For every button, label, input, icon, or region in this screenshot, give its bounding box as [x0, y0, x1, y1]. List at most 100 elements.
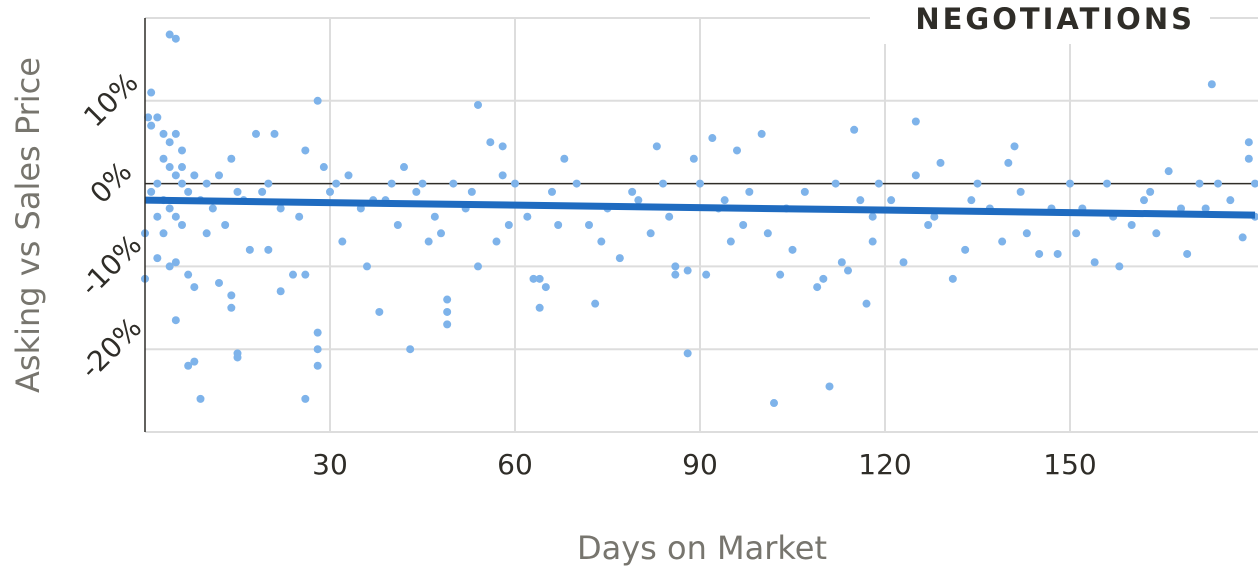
point — [548, 187, 556, 196]
point — [498, 171, 507, 180]
point — [868, 212, 877, 221]
point — [634, 196, 643, 205]
point — [492, 237, 501, 246]
point — [165, 163, 174, 172]
point — [1238, 233, 1247, 242]
point — [511, 179, 519, 188]
point — [825, 382, 834, 391]
point — [153, 254, 162, 263]
point — [165, 30, 174, 39]
point — [504, 221, 513, 229]
point — [227, 303, 236, 312]
x-tick-label: 30 — [312, 448, 348, 481]
point — [615, 254, 624, 263]
point — [184, 187, 193, 196]
point — [474, 262, 482, 271]
point — [424, 237, 433, 246]
point — [652, 142, 661, 151]
point — [295, 212, 304, 221]
point — [659, 179, 667, 188]
point — [529, 274, 538, 283]
point — [387, 179, 396, 188]
y-tick-label: 10% — [77, 66, 144, 133]
point — [430, 212, 439, 221]
point — [671, 270, 680, 279]
point — [178, 163, 186, 172]
point — [541, 283, 550, 292]
point — [418, 179, 427, 188]
point — [696, 179, 704, 188]
point — [467, 187, 476, 196]
point — [591, 299, 600, 308]
x-axis-label: Days on Market — [577, 529, 827, 567]
x-tick-label: 60 — [497, 448, 533, 481]
point — [363, 262, 371, 271]
point — [338, 237, 347, 246]
point — [708, 134, 717, 143]
point — [535, 303, 544, 312]
point — [437, 229, 445, 238]
point — [572, 179, 581, 188]
point — [597, 237, 606, 246]
point — [190, 357, 199, 366]
point — [763, 229, 772, 238]
point — [844, 266, 852, 275]
point — [1164, 167, 1173, 176]
point — [233, 187, 242, 196]
point — [720, 196, 729, 205]
point — [252, 129, 260, 138]
point — [319, 163, 328, 172]
point — [190, 283, 199, 292]
point — [800, 187, 809, 196]
point — [868, 237, 877, 246]
point — [178, 146, 186, 155]
point — [813, 283, 822, 292]
point — [313, 361, 322, 370]
point — [856, 196, 865, 205]
point — [585, 221, 593, 229]
point — [702, 270, 711, 279]
point — [178, 179, 186, 188]
x-tick-label: 120 — [858, 448, 911, 481]
point — [171, 129, 180, 138]
point — [924, 221, 933, 229]
point — [998, 237, 1007, 246]
point — [523, 212, 532, 221]
point — [739, 221, 748, 229]
point — [159, 154, 168, 163]
point — [400, 163, 408, 172]
point — [202, 229, 211, 238]
point — [313, 345, 322, 354]
point — [1195, 179, 1204, 188]
point — [443, 320, 452, 329]
point — [671, 262, 680, 271]
point — [159, 129, 168, 138]
point — [153, 212, 162, 221]
point — [788, 245, 797, 254]
point — [1226, 196, 1235, 205]
point — [1053, 249, 1062, 258]
point — [190, 171, 199, 180]
point — [147, 187, 156, 196]
point — [144, 113, 153, 122]
x-tick-label: 150 — [1043, 448, 1096, 481]
point — [646, 229, 655, 238]
point — [665, 212, 674, 221]
point — [1066, 179, 1074, 188]
point — [313, 96, 322, 105]
point — [412, 187, 421, 196]
point — [301, 146, 310, 155]
point — [745, 187, 754, 196]
point — [628, 187, 637, 196]
point — [171, 316, 180, 325]
point — [443, 295, 452, 304]
y-tick-label: -10% — [74, 228, 148, 302]
point — [887, 196, 896, 205]
point — [184, 361, 193, 370]
point — [1244, 154, 1253, 163]
point — [1072, 229, 1081, 238]
point — [862, 299, 871, 308]
point — [1140, 196, 1148, 205]
point — [930, 212, 939, 221]
